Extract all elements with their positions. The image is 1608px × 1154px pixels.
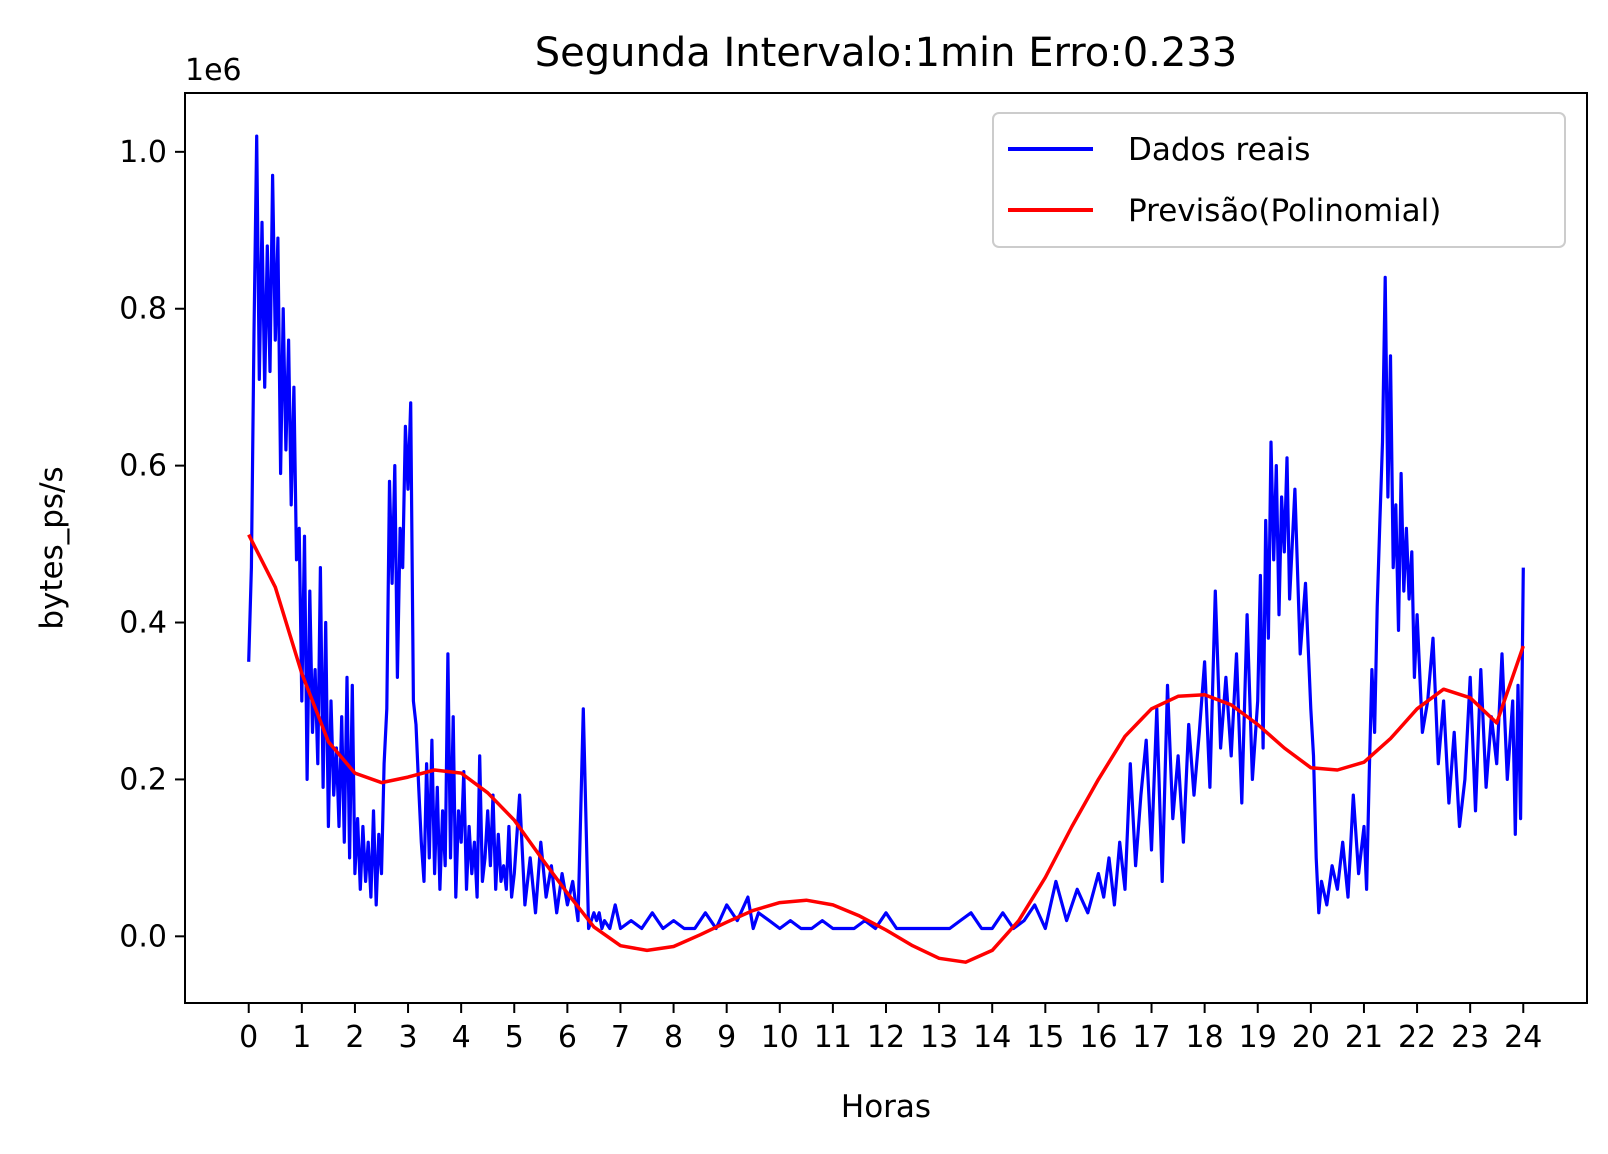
x-tick-label: 8 [664, 1020, 683, 1055]
x-tick-label: 12 [867, 1020, 905, 1055]
y-offset-label: 1e6 [185, 53, 242, 88]
x-tick-label: 21 [1345, 1020, 1383, 1055]
x-tick-label: 16 [1079, 1020, 1117, 1055]
x-tick-label: 10 [761, 1020, 799, 1055]
y-axis-label: bytes_ps/s [34, 466, 70, 629]
y-tick-label: 0.6 [119, 449, 167, 484]
legend-label-previsao: Previsão(Polinomial) [1128, 193, 1441, 229]
x-tick-label: 1 [292, 1020, 311, 1055]
x-tick-label: 4 [452, 1020, 471, 1055]
x-tick-label: 14 [973, 1020, 1011, 1055]
y-tick-label: 0.2 [119, 762, 167, 797]
x-tick-label: 7 [611, 1020, 630, 1055]
x-tick-label: 9 [717, 1020, 736, 1055]
plot-frame [184, 92, 1588, 1004]
x-tick-label: 22 [1398, 1020, 1436, 1055]
x-tick-label: 5 [505, 1020, 524, 1055]
x-tick-label: 0 [239, 1020, 258, 1055]
x-tick-label: 2 [345, 1020, 364, 1055]
y-tick-label: 0.4 [119, 606, 167, 641]
x-tick-label: 17 [1132, 1020, 1170, 1055]
y-tick-label: 0.8 [119, 292, 167, 327]
x-tick-label: 3 [398, 1020, 417, 1055]
x-tick-label: 13 [920, 1020, 958, 1055]
x-axis-label: Horas [841, 1089, 931, 1125]
x-tick-label: 23 [1451, 1020, 1489, 1055]
data-series [247, 134, 1525, 964]
legend-label-dados-reais: Dados reais [1128, 132, 1310, 168]
x-tick-label: 19 [1239, 1020, 1277, 1055]
y-tick-label: 1.0 [119, 135, 167, 170]
series-line-previsao [247, 533, 1525, 964]
x-tick-label: 11 [814, 1020, 852, 1055]
axis-ticks: 0 1 2 3 4 5 6 7 8 9 10 11 12 13 14 15 16 17 18 19 20 21 22 23 24… [119, 135, 1542, 1055]
chart-title: Segunda Intervalo:1min Erro:0.233 [535, 30, 1237, 76]
legend: Dados reais Previsão(Polinomial) [992, 112, 1566, 248]
x-tick-label: 18 [1186, 1020, 1224, 1055]
x-tick-label: 15 [1026, 1020, 1064, 1055]
legend-box [992, 112, 1566, 248]
x-tick-label: 6 [558, 1020, 577, 1055]
y-tick-label: 0.0 [119, 919, 167, 954]
x-tick-label: 20 [1292, 1020, 1330, 1055]
series-line-dados-reais [247, 134, 1525, 931]
x-tick-label: 24 [1504, 1020, 1542, 1055]
